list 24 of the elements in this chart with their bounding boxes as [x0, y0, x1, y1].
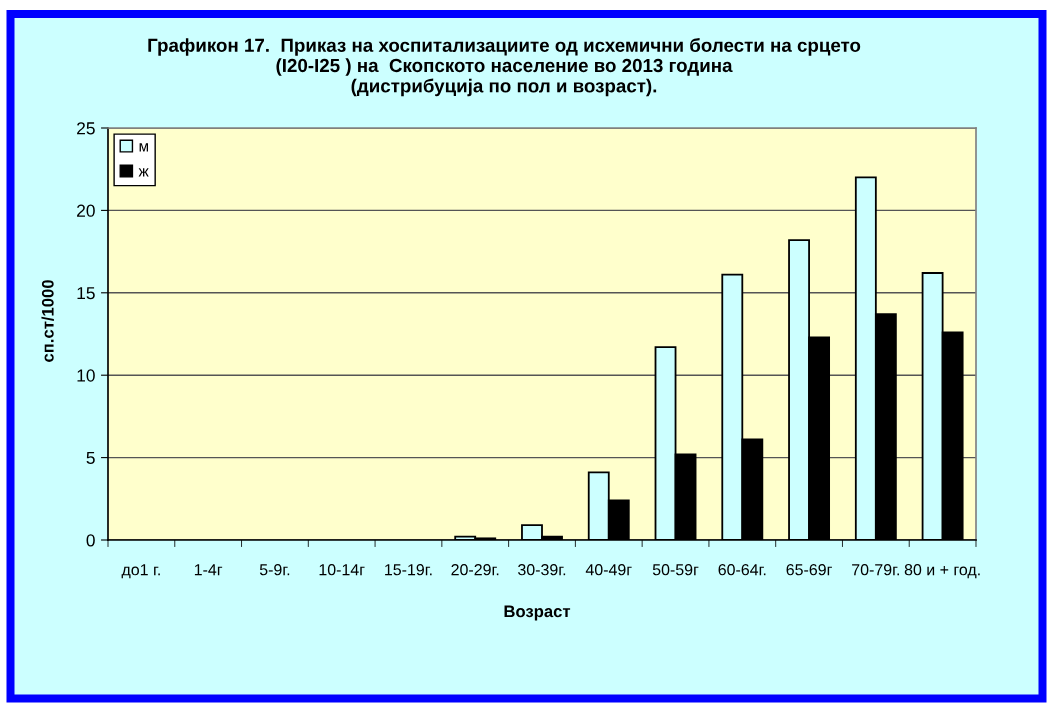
x-tick-label: 15-19г. — [385, 564, 432, 576]
x-tick-label: 80 и + год. — [904, 564, 980, 579]
y-tick-label: 20 — [77, 204, 95, 217]
legend-label: м — [139, 143, 149, 152]
x-tick-label: 10-14г — [319, 564, 365, 576]
y-tick-label: 15 — [77, 287, 95, 300]
x-tick-label: 20-29г. — [451, 564, 499, 576]
x-tick-label: 1-4г — [194, 564, 223, 576]
y-tick-label: 5 — [86, 451, 95, 465]
y-axis-title: сп.ст/1000 — [41, 280, 54, 362]
y-tick-label: 25 — [77, 122, 95, 135]
x-tick-label: 40-49г — [585, 564, 632, 576]
x-tick-label: 30-39г. — [518, 564, 566, 576]
legend-label: ж — [138, 168, 149, 177]
x-tick-label: 50-59г — [652, 564, 699, 576]
y-tick-label: 0 — [86, 534, 95, 547]
x-tick-label: 65-69г — [786, 564, 832, 576]
x-tick-label: до1 г. — [121, 564, 160, 579]
chart-title: Графикон 17. Приказ на хоспитализациите од исхемични болести на срцето (I20-I25 ) на Скопското население во 2013 година (дистрибуција по пол и возраст). — [148, 38, 861, 97]
x-tick-label: 5-9г. — [259, 564, 290, 576]
x-tick-label: 70-79г. — [852, 564, 899, 576]
x-axis-title: Возраст — [504, 605, 571, 621]
x-tick-label: 60-64г. — [718, 564, 766, 576]
y-tick-label: 10 — [77, 369, 95, 382]
